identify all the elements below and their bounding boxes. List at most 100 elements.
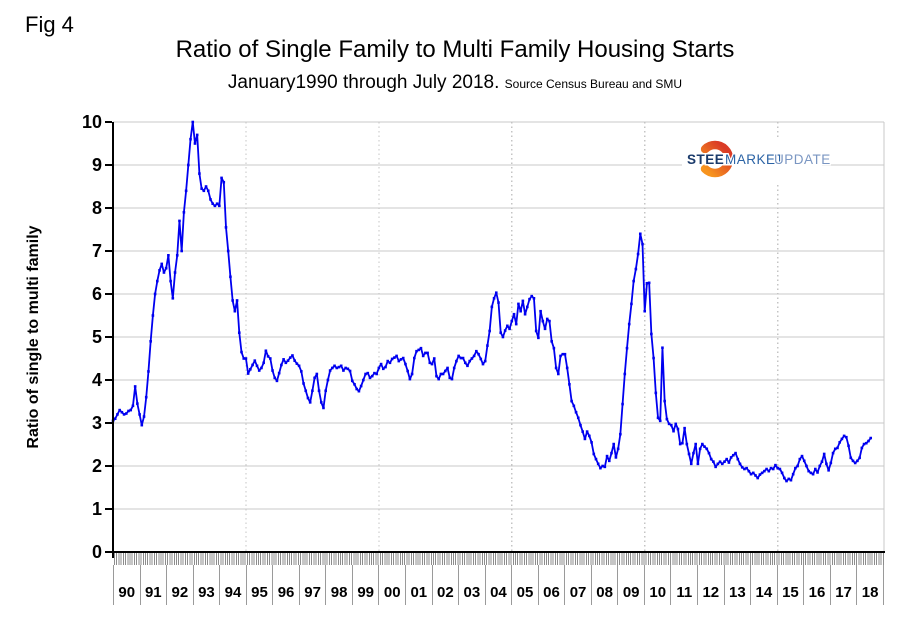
data-point-marker [384, 365, 387, 369]
data-point-marker [282, 358, 285, 361]
year-label: 94 [224, 584, 242, 601]
data-point-marker [508, 327, 511, 331]
y-tick-mark [105, 293, 112, 295]
data-point-marker [450, 377, 454, 381]
data-point-marker [754, 474, 757, 477]
data-point-marker [326, 378, 330, 382]
data-point-marker [616, 447, 620, 451]
data-point-marker [645, 281, 649, 285]
data-point-marker [308, 401, 312, 404]
data-point-marker [705, 447, 709, 451]
data-point-marker [284, 361, 288, 365]
data-point-marker [845, 435, 848, 439]
year-label: 13 [729, 584, 746, 601]
data-point-marker [444, 369, 447, 373]
data-point-marker [594, 457, 598, 461]
y-tick-label: 4 [91, 370, 102, 390]
data-point-marker [457, 354, 460, 358]
data-point-marker [381, 367, 385, 371]
data-point-marker [377, 366, 381, 370]
data-point-marker [388, 361, 392, 365]
year-label: 09 [622, 584, 640, 601]
y-tick-mark [105, 422, 112, 424]
data-point-marker [492, 297, 496, 300]
data-point-marker [557, 372, 560, 376]
data-point-marker [696, 462, 700, 466]
data-point-marker [623, 372, 627, 376]
data-point-marker [800, 454, 804, 458]
data-point-marker [796, 464, 799, 468]
data-point-marker [322, 406, 325, 410]
logo-text-update: UPDATE [774, 152, 831, 167]
data-point-marker [441, 372, 445, 376]
y-tick-label: 3 [91, 413, 102, 433]
data-point-marker [189, 137, 192, 141]
year-label: 96 [277, 584, 295, 601]
data-point-marker [144, 395, 148, 399]
year-cell: 14 [751, 565, 778, 605]
data-point-marker [275, 379, 279, 383]
data-point-marker [421, 354, 425, 358]
y-tick-label: 5 [91, 327, 102, 347]
data-point-marker [776, 466, 779, 470]
data-point-marker [769, 466, 773, 470]
data-point-marker [355, 387, 359, 391]
data-point-marker [643, 309, 647, 313]
y-tick-label: 7 [91, 241, 102, 261]
data-point-marker [164, 266, 168, 270]
data-point-marker [417, 348, 421, 352]
year-cell: 10 [645, 565, 672, 605]
data-point-marker [632, 279, 635, 283]
data-point-marker [767, 469, 771, 473]
data-point-marker [579, 423, 582, 427]
data-point-marker [743, 467, 746, 471]
data-point-marker [818, 464, 822, 468]
data-point-marker [470, 357, 474, 360]
y-axis-spine [112, 122, 114, 558]
y-tick-mark [105, 465, 112, 467]
data-point-marker [514, 322, 518, 326]
data-point-marker [331, 366, 334, 370]
year-cell: 03 [459, 565, 486, 605]
data-point-marker [344, 366, 347, 370]
data-point-marker [853, 461, 857, 465]
data-point-marker [714, 465, 717, 469]
data-point-marker [266, 355, 270, 358]
data-point-marker [692, 451, 695, 455]
data-point-marker [530, 294, 534, 298]
data-point-marker [654, 391, 658, 395]
data-point-marker [583, 437, 587, 441]
data-point-marker [390, 357, 394, 361]
year-cell: 97 [300, 565, 327, 605]
data-point-marker [756, 476, 760, 480]
data-point-marker [317, 389, 321, 393]
logo-text-steel: STEEL [687, 152, 733, 167]
data-point-marker [311, 389, 314, 393]
data-point-marker [306, 396, 310, 400]
data-point-marker [712, 460, 715, 463]
year-label: 14 [755, 584, 773, 601]
figure-number-label: Fig 4 [25, 12, 74, 37]
data-point-marker [838, 441, 841, 444]
data-point-marker [428, 361, 432, 365]
data-point-marker [173, 271, 177, 274]
data-point-marker [758, 473, 762, 476]
data-point-marker [404, 362, 407, 366]
data-point-marker [224, 226, 228, 229]
data-point-marker [867, 439, 870, 443]
data-point-marker [603, 465, 607, 469]
year-label: 00 [383, 584, 401, 601]
data-point-marker [851, 459, 855, 463]
data-point-marker [483, 359, 487, 363]
data-point-marker [264, 349, 268, 353]
data-point-marker [614, 456, 618, 459]
data-point-marker [193, 142, 197, 145]
data-point-marker [348, 369, 352, 373]
year-cell: 17 [831, 565, 858, 605]
chart-subtitle: January1990 through July 2018. Source Ce… [0, 72, 910, 94]
data-point-marker [725, 457, 728, 461]
y-tick-mark [105, 250, 112, 252]
data-point-marker [286, 359, 290, 362]
year-label: 95 [251, 584, 268, 601]
data-point-marker [158, 269, 161, 272]
